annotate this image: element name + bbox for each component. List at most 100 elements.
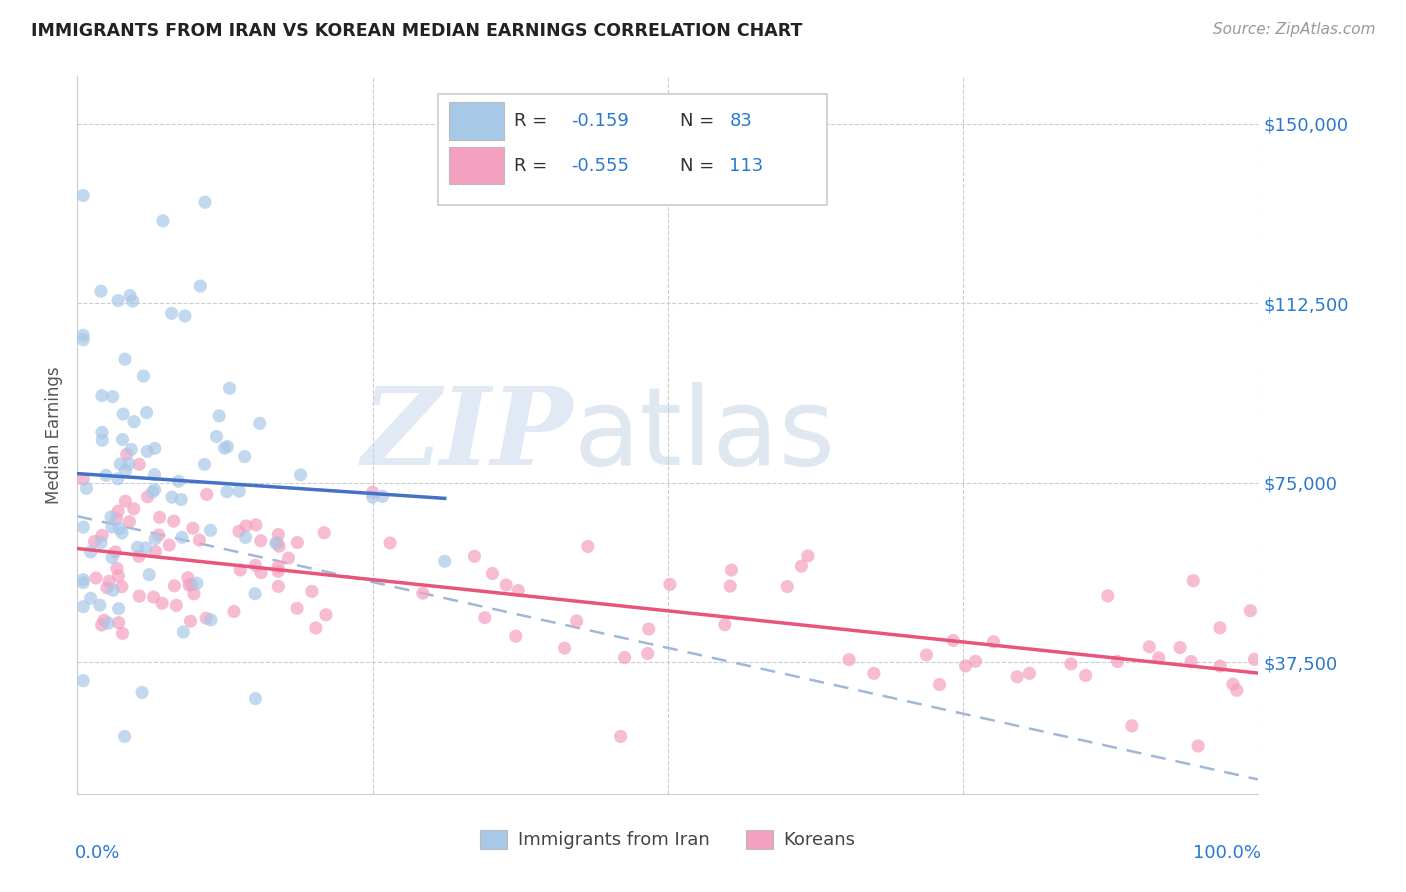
Point — [100, 510, 122, 524]
Point — [101, 390, 124, 404]
Point — [111, 433, 134, 447]
Point — [90, 618, 112, 632]
Point — [84, 571, 107, 585]
Point — [1147, 650, 1170, 665]
Point — [75, 482, 97, 496]
Point — [1226, 683, 1249, 698]
Text: 0.0%: 0.0% — [75, 844, 121, 863]
Point — [136, 444, 159, 458]
Point — [105, 561, 128, 575]
Point — [1209, 621, 1232, 635]
Point — [463, 549, 485, 564]
Point — [72, 575, 94, 590]
Point — [955, 659, 977, 673]
Point — [89, 598, 111, 612]
Point — [565, 614, 588, 628]
Point — [105, 512, 128, 526]
Text: N =: N = — [679, 157, 720, 175]
Point — [72, 333, 94, 347]
Point — [79, 591, 101, 606]
Text: 100.0%: 100.0% — [1192, 844, 1261, 863]
Point — [228, 484, 250, 499]
Point — [157, 538, 180, 552]
Text: -0.159: -0.159 — [571, 112, 628, 130]
Point — [1060, 657, 1083, 671]
Point — [983, 634, 1005, 648]
Point — [193, 458, 215, 472]
Point — [152, 214, 174, 228]
Point — [128, 458, 150, 472]
Point — [114, 463, 136, 477]
Point — [101, 550, 124, 565]
Point — [200, 524, 222, 538]
Point — [371, 490, 394, 504]
Point — [208, 409, 231, 423]
Text: atlas: atlas — [574, 382, 835, 488]
Point — [1243, 652, 1265, 666]
Text: N =: N = — [679, 112, 720, 130]
Point — [229, 563, 252, 577]
Point — [167, 475, 190, 489]
Point — [412, 586, 434, 600]
Point — [1239, 604, 1261, 618]
Point — [195, 487, 218, 501]
Point — [269, 539, 291, 553]
Point — [148, 528, 170, 542]
Point — [163, 579, 186, 593]
Point — [142, 590, 165, 604]
Point — [942, 633, 965, 648]
Point — [174, 309, 197, 323]
Point — [121, 294, 143, 309]
Point — [720, 563, 742, 577]
Point — [107, 472, 129, 486]
Point — [195, 611, 218, 625]
Point — [200, 613, 222, 627]
Point — [245, 691, 267, 706]
Point — [107, 601, 129, 615]
Point — [90, 535, 112, 549]
Point — [143, 483, 166, 497]
Point — [249, 533, 271, 548]
Point — [613, 650, 636, 665]
Text: ZIP: ZIP — [361, 382, 574, 488]
Point — [138, 567, 160, 582]
Point — [249, 417, 271, 431]
Point — [554, 641, 576, 656]
Point — [118, 457, 141, 471]
Point — [181, 521, 204, 535]
Point — [72, 599, 94, 614]
Point — [215, 484, 238, 499]
Point — [111, 626, 134, 640]
Point — [141, 485, 163, 500]
Point — [183, 587, 205, 601]
Point — [150, 596, 173, 610]
Point — [1168, 640, 1191, 655]
Point — [114, 494, 136, 508]
Point — [301, 584, 323, 599]
Point — [179, 614, 201, 628]
Point — [96, 581, 118, 595]
Point — [107, 293, 129, 308]
Point — [277, 551, 299, 566]
Point — [1074, 668, 1097, 682]
Point — [118, 288, 141, 302]
FancyBboxPatch shape — [437, 94, 827, 205]
Point — [863, 666, 886, 681]
Point — [101, 520, 124, 534]
Point — [188, 279, 211, 293]
Point — [104, 545, 127, 559]
Point — [576, 540, 599, 554]
Point — [267, 579, 290, 593]
Text: 113: 113 — [730, 157, 763, 175]
Point — [217, 440, 239, 454]
Point — [143, 442, 166, 456]
Point — [928, 677, 950, 691]
Point — [127, 541, 149, 555]
Point — [72, 520, 94, 534]
Point — [177, 571, 200, 585]
Point — [474, 610, 496, 624]
Point — [287, 535, 309, 549]
Point — [797, 549, 820, 563]
Point — [235, 519, 257, 533]
Point — [965, 654, 987, 668]
